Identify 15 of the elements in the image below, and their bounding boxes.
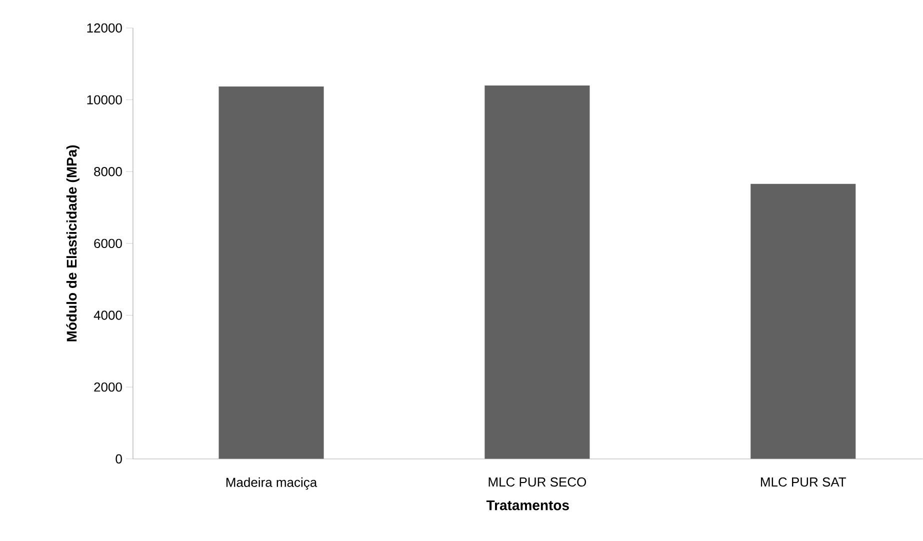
x-tick-label: MLC PUR SECO [488, 477, 586, 487]
y-tick-label: 6000 [94, 238, 122, 248]
y-tick-label: 0 [116, 454, 122, 464]
y-tick-label: 2000 [94, 382, 122, 392]
bar [750, 184, 856, 459]
bar [484, 86, 590, 459]
y-tick-label: 4000 [94, 310, 122, 320]
x-tick-label: Madeira maciça [226, 477, 318, 490]
x-tick-label: MLC PUR SAT [760, 477, 846, 487]
bar [218, 86, 324, 459]
y-axis-title: Módulo de Elasticidade (MPa) [66, 145, 80, 342]
y-tick-label: 12000 [87, 23, 122, 33]
x-axis-title: Tratamentos [486, 500, 569, 510]
y-tick-label: 10000 [87, 95, 122, 104]
y-tick-label: 8000 [94, 167, 122, 176]
